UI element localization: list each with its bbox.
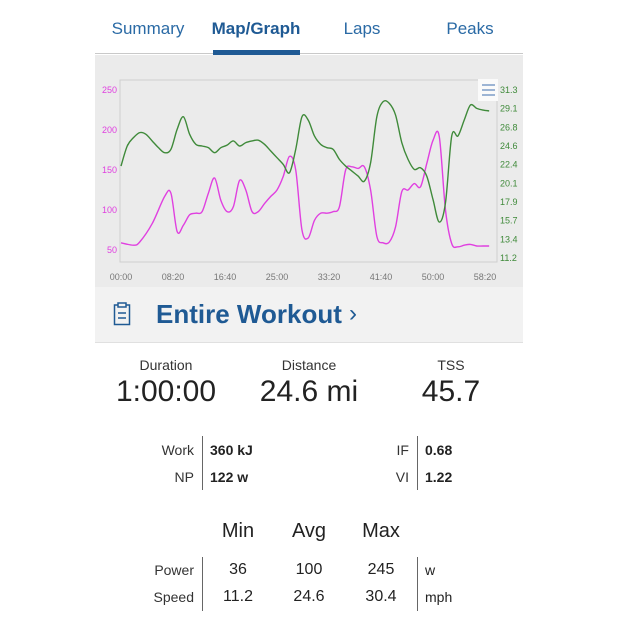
if-label: IF [396,442,409,458]
power-min: 36 [229,561,247,578]
tab-peaks[interactable]: Peaks [446,19,494,38]
left-axis-tick: 100 [102,205,117,215]
speed-min: 11.2 [223,588,253,605]
header-avg: Avg [291,520,327,542]
power-avg: 100 [295,561,323,578]
workout-selector[interactable]: Entire Workout › [95,287,523,343]
right-axis-tick: 24.6 [500,141,518,151]
right-axis-tick: 31.3 [500,85,518,95]
work-label: Work [161,442,194,458]
right-axis-tick: 11.2 [500,253,517,263]
x-axis-tick: 33:20 [318,272,341,282]
power-label: Power [154,562,194,578]
tss-label: TSS [437,357,465,373]
left-axis-tick: 200 [102,125,117,135]
speed-label: Speed [153,589,194,605]
vi-label: VI [395,469,409,485]
x-axis-tick: 16:40 [214,272,237,282]
if-value: 0.68 [425,442,453,458]
divider [202,436,203,490]
duration-label: Duration [139,357,193,373]
work-value: 360 kJ [210,442,253,458]
right-axis-tick: 13.4 [500,235,518,245]
speed-avg: 24.6 [293,588,325,605]
divider [417,436,418,490]
np-label: NP [174,469,194,485]
speed-unit: mph [425,589,453,605]
x-axis-tick: 58:20 [474,272,497,282]
left-axis-tick: 250 [102,85,117,95]
chart-svg: 250 200 150 100 50 31.3 29.1 26.8 24.6 22.4 20.1 17… [102,79,518,282]
power-line [120,130,490,249]
left-axis-tick: 150 [102,165,117,175]
workout-chart[interactable]: 250 200 150 100 50 31.3 29.1 26.8 24.6 22.4 20.1 17… [95,55,523,287]
tab-laps[interactable]: Laps [343,19,381,38]
tss-value: 45.7 [421,375,481,408]
plot-frame [119,79,498,263]
x-axis-tick: 41:40 [370,272,393,282]
right-axis-tick: 29.1 [500,103,518,113]
active-tab-indicator [213,50,300,55]
divider [417,557,418,611]
power-max: 245 [367,561,395,578]
right-axis-tick: 26.8 [500,123,518,133]
tab-divider [95,53,523,54]
distance-value: 24.6 mi [259,375,359,408]
x-axis-tick: 25:00 [266,272,289,282]
left-axis-tick: 50 [107,245,117,255]
right-axis-tick: 15.7 [500,215,518,225]
divider [202,557,203,611]
header-min: Min [221,520,255,542]
right-axis-tick: 22.4 [500,159,518,169]
duration-value: 1:00:00 [115,375,217,408]
tab-summary[interactable]: Summary [111,19,185,38]
power-unit: w [425,562,436,578]
chevron-right-icon: › [349,300,357,327]
distance-label: Distance [281,357,337,373]
header-max: Max [362,520,400,542]
x-axis-tick: 00:00 [110,272,133,282]
np-value: 122 w [210,469,249,485]
vi-value: 1.22 [425,469,453,485]
speed-max: 30.4 [365,588,397,605]
speed-line [120,99,490,223]
tab-map-graph[interactable]: Map/Graph [211,19,301,38]
x-axis-tick: 08:20 [162,272,185,282]
clipboard-icon [113,302,131,326]
x-axis-tick: 50:00 [422,272,445,282]
right-axis-tick: 20.1 [500,179,518,189]
right-axis-tick: 17.9 [500,197,518,207]
workout-title: Entire Workout [156,299,342,329]
chart-menu-icon[interactable] [478,79,498,101]
